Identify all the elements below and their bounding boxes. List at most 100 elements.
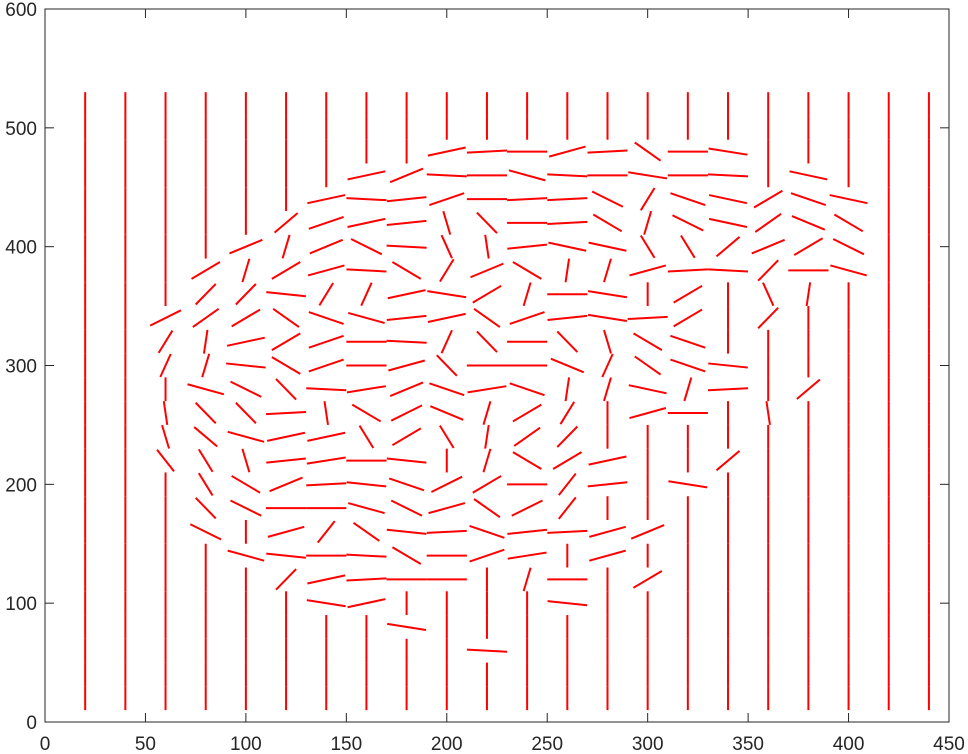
orientation-segment (194, 283, 217, 306)
orientation-segment (429, 382, 465, 397)
orientation-segment (231, 475, 261, 494)
orientation-segment (558, 472, 577, 496)
orientation-segment (323, 401, 329, 426)
orientation-segment (226, 336, 265, 347)
orientation-segment (484, 424, 490, 449)
orientation-segment (265, 411, 307, 416)
orientation-segment (161, 424, 170, 449)
y-tick-label: 400 (5, 238, 37, 259)
orientation-segment (386, 244, 427, 249)
x-tick-label: 150 (330, 734, 362, 754)
orientation-segment (191, 261, 221, 280)
orientation-segment (558, 496, 577, 520)
orientation-segment (386, 219, 427, 226)
orientation-segment (387, 289, 426, 300)
orientation-segment (436, 354, 458, 377)
orientation-segment (708, 194, 748, 205)
orientation-segment (476, 211, 498, 234)
orientation-segment (470, 262, 504, 279)
orientation-segment (306, 599, 346, 608)
orientation-segment (466, 648, 508, 653)
orientation-segment (482, 401, 492, 426)
orientation-segment (271, 332, 301, 352)
orientation-segment (507, 551, 547, 560)
orientation-segment (388, 477, 425, 492)
orientation-segment (235, 283, 257, 306)
orientation-segment (347, 311, 385, 324)
orientation-segment (508, 169, 546, 182)
orientation-segment (667, 268, 708, 273)
orientation-segment (388, 359, 426, 372)
orientation-segment (507, 243, 548, 250)
orientation-segment (629, 264, 667, 277)
orientation-segment (386, 339, 427, 344)
orientation-segment (467, 385, 507, 394)
orientation-segment (309, 238, 344, 255)
orientation-segment (668, 480, 708, 489)
orientation-segment (429, 405, 464, 421)
orientation-segment (587, 481, 628, 488)
orientation-segment (194, 402, 217, 425)
orientation-segment (522, 282, 532, 307)
orientation-segment (149, 309, 182, 327)
orientation-segment (548, 241, 587, 252)
orientation-segment (589, 525, 626, 538)
orientation-segment (513, 426, 541, 447)
orientation-segment (629, 407, 667, 420)
orientation-segment (472, 284, 502, 304)
orientation-segment (830, 264, 868, 277)
orientation-segment (426, 529, 467, 534)
orientation-segment (271, 261, 301, 280)
orientation-segment (347, 598, 386, 609)
orientation-segment (267, 525, 305, 538)
orientation-segment (358, 425, 375, 449)
orientation-segment (241, 258, 251, 283)
orientation-segment (757, 306, 779, 329)
orientation-segment (547, 314, 588, 322)
orientation-segment (670, 358, 706, 373)
orientation-segment (307, 264, 345, 277)
orientation-segment (391, 427, 422, 447)
orientation-segment (512, 261, 542, 280)
orientation-segment (230, 380, 262, 398)
orientation-segment (552, 451, 583, 470)
x-tick-label: 400 (833, 734, 865, 754)
orientation-segment (789, 170, 828, 181)
orientation-segment (307, 431, 346, 442)
orientation-segment (266, 552, 306, 559)
orientation-segment (683, 377, 693, 402)
orientation-segment (390, 404, 423, 422)
orientation-segment (227, 549, 265, 562)
orientation-segment (189, 523, 222, 541)
orientation-segment (603, 377, 612, 402)
orientation-segment (708, 147, 748, 156)
orientation-segment (269, 476, 303, 493)
orientation-segment (308, 334, 344, 349)
orientation-segment (512, 451, 542, 470)
orientation-segment (589, 549, 626, 562)
orientation-segment (187, 383, 225, 396)
orientation-segment (391, 261, 422, 280)
orientation-segment (634, 355, 662, 376)
orientation-segment (829, 194, 868, 205)
orientation-segment (673, 308, 703, 328)
orientation-segment (588, 241, 627, 252)
orientation-segment (484, 234, 490, 259)
orientation-segment (235, 402, 257, 425)
orientation-segment (439, 425, 455, 449)
orientation-segment (547, 220, 588, 225)
orientation-segment (765, 401, 771, 426)
segment-layer (84, 92, 930, 711)
y-tick-label: 600 (5, 0, 37, 21)
orientation-segment (757, 259, 779, 282)
orientation-segment (588, 455, 627, 466)
orientation-segment (156, 449, 175, 472)
orientation-segment (473, 308, 501, 328)
orientation-segment (587, 149, 628, 154)
orientation-segment (522, 567, 532, 592)
orientation-segment (805, 282, 812, 307)
orientation-segment (351, 403, 382, 423)
orientation-segment (157, 330, 174, 354)
orientation-segment (193, 426, 218, 448)
